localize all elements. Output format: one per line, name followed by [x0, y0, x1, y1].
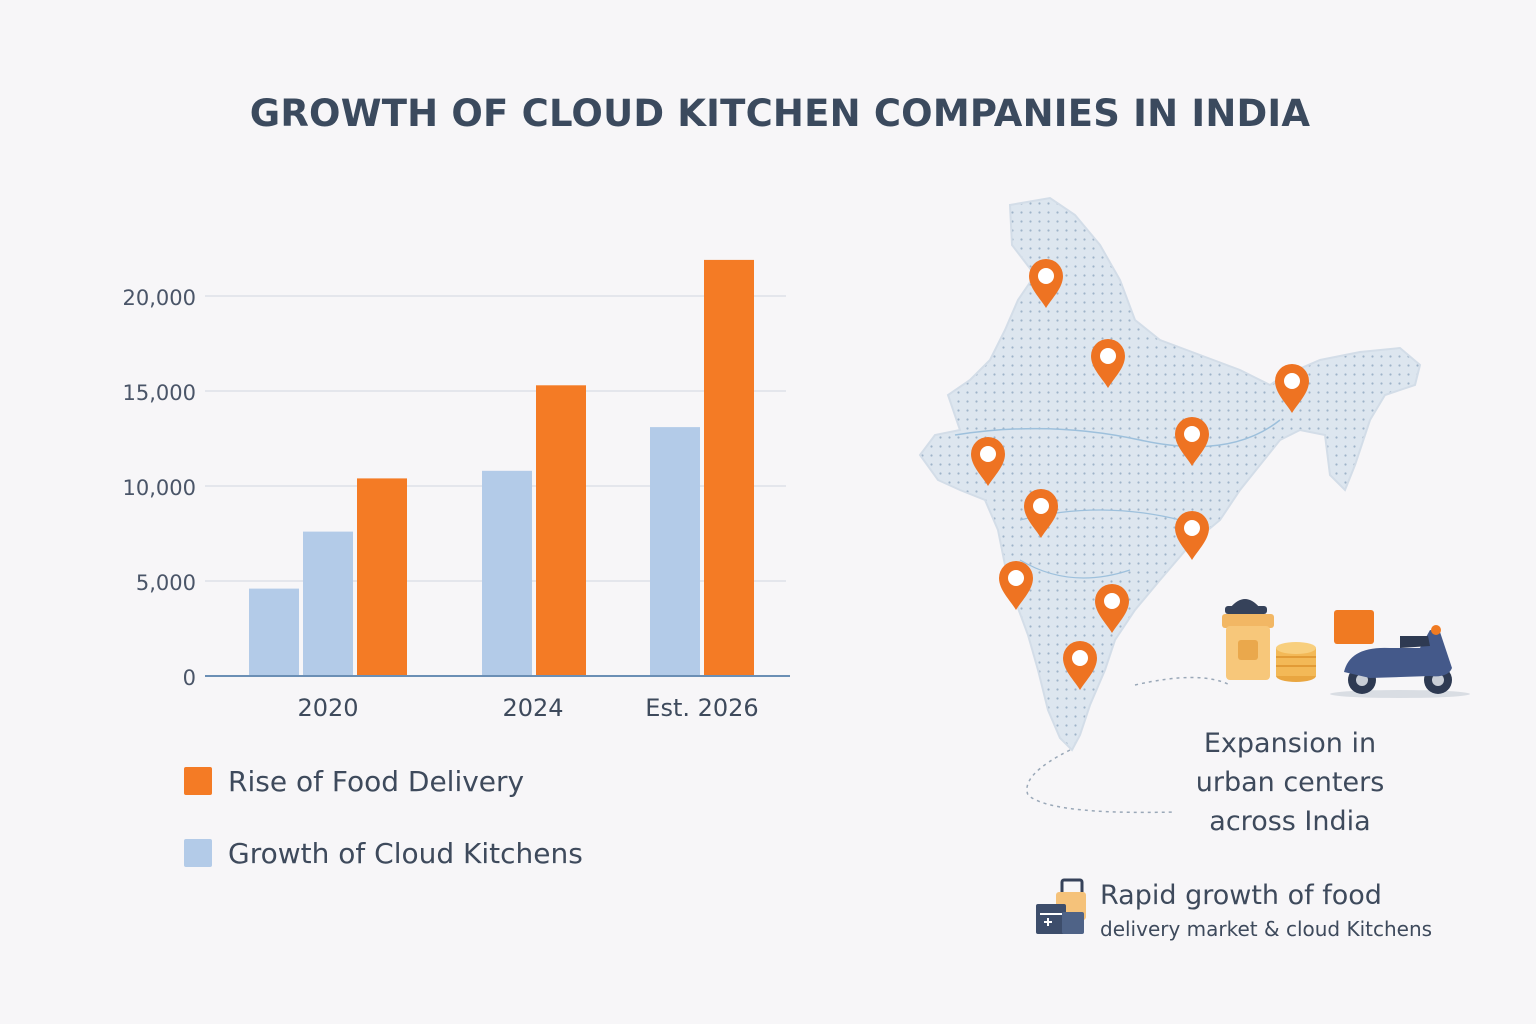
chart-title: GROWTH OF CLOUD KITCHEN COMPANIES IN IND… — [249, 92, 1311, 135]
bar-food-delivery — [357, 478, 407, 676]
location-pin-icon — [1024, 489, 1058, 538]
india-map — [918, 196, 1470, 814]
legend-swatch-blue — [184, 839, 212, 867]
location-pin-icon — [999, 561, 1033, 610]
bar-food-delivery — [704, 259, 754, 676]
caption-line: across India — [1209, 806, 1371, 837]
map-caption: Expansion in urban centers across India — [1150, 724, 1430, 841]
footnote-line-2: delivery market & cloud Kitchens — [1100, 917, 1433, 941]
bar-cloud-kitchens — [650, 427, 700, 676]
location-pin-icon — [1091, 339, 1125, 388]
location-pin-icon — [1275, 364, 1309, 413]
caption-line: urban centers — [1195, 767, 1385, 798]
location-pin-icon — [1175, 511, 1209, 560]
x-category-label: 2024 — [502, 694, 563, 722]
delivery-scooter-icon — [1330, 610, 1470, 698]
delivery-bag-icon — [1036, 878, 1086, 934]
y-tick-label: 15,000 — [123, 381, 196, 405]
bar-cloud-kitchens — [303, 531, 353, 676]
india-outline — [918, 196, 1422, 752]
bar-food-delivery — [536, 385, 586, 676]
city-pins — [971, 258, 1309, 690]
x-category-label: Est. 2026 — [645, 694, 758, 722]
footnote: Rapid growth of food delivery market & c… — [1100, 878, 1432, 944]
y-tick-label: 0 — [183, 666, 196, 690]
legend-item-cloud-kitchens: Growth of Cloud Kitchens — [184, 836, 583, 870]
bar-chart: 0 5,000 10,000 15,000 20,000 2020 2024 Est. 202… — [123, 259, 790, 722]
legend-swatch-orange — [184, 767, 212, 795]
y-tick-label: 10,000 — [123, 476, 196, 500]
location-pin-icon — [971, 437, 1005, 486]
location-pin-icon — [1029, 258, 1063, 308]
legend-item-food-delivery: Rise of Food Delivery — [184, 764, 524, 798]
location-pin-icon — [1063, 641, 1097, 690]
bar-cloud-kitchens — [482, 470, 532, 676]
legend-label-cloud-kitchens: Growth of Cloud Kitchens — [228, 836, 583, 870]
caption-line: Expansion in — [1203, 728, 1377, 759]
food-container-icon — [1222, 599, 1274, 680]
y-tick-label: 20,000 — [123, 286, 196, 310]
bar-cloud-kitchens — [249, 588, 299, 676]
location-pin-icon — [1175, 417, 1209, 466]
footnote-line-1: Rapid growth of food — [1100, 880, 1382, 911]
coin-stack-icon — [1276, 642, 1316, 682]
location-pin-icon — [1095, 584, 1129, 633]
y-tick-label: 5,000 — [136, 571, 196, 595]
legend-label-food-delivery: Rise of Food Delivery — [228, 764, 525, 798]
x-category-label: 2020 — [297, 694, 358, 722]
